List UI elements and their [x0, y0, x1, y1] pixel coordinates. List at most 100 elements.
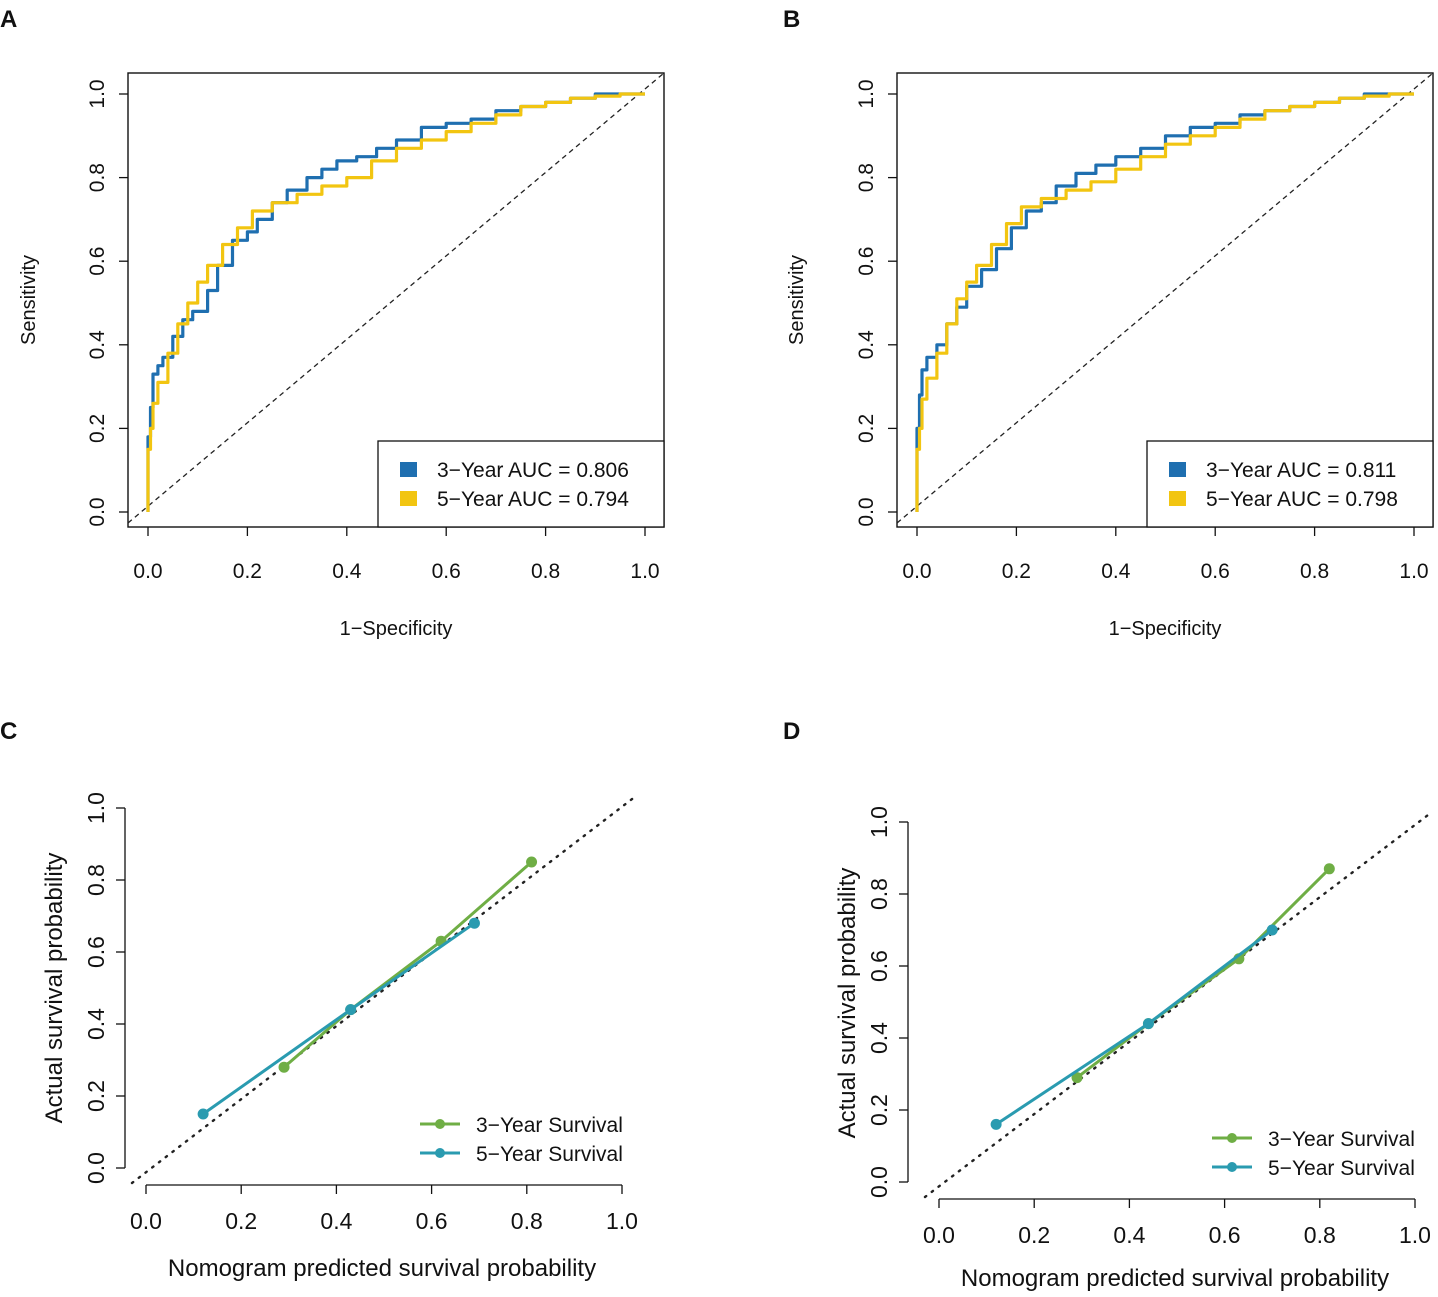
legend-label: 3−Year AUC = 0.806: [437, 459, 629, 482]
y-tick-label: 0.2: [866, 1094, 892, 1126]
legend-box: [1146, 440, 1434, 528]
panel-label: A: [0, 6, 17, 33]
panel-label: B: [783, 6, 800, 33]
x-tick-label: 0.8: [1300, 560, 1329, 583]
x-axis-title: 1−Specificity: [1109, 618, 1222, 640]
x-tick-label: 0.0: [902, 560, 931, 583]
y-tick-label: 0.4: [83, 1008, 109, 1040]
y-axis-title: Sensitivity: [18, 255, 40, 345]
x-axis-title: Nomogram predicted survival probability: [961, 1265, 1389, 1292]
y-tick-label: 0.6: [866, 950, 892, 982]
legend-label: 3−Year Survival: [1268, 1128, 1415, 1151]
calibration-point-3-year: [1071, 1072, 1083, 1084]
legend-label: 3−Year AUC = 0.811: [1206, 459, 1396, 482]
calibration-point-5-year: [197, 1108, 209, 1120]
y-tick-label: 0.0: [855, 497, 878, 526]
y-axis-title: Sensitivity: [786, 255, 808, 345]
y-tick-label: 0.8: [86, 163, 109, 192]
panel-label: C: [0, 718, 17, 745]
panel-label: D: [783, 718, 800, 745]
legend-marker: [1227, 1162, 1237, 1172]
calibration-line-5-year: [202, 921, 476, 1116]
calibration-point-5-year: [1142, 1018, 1154, 1030]
x-axis-title: Nomogram predicted survival probability: [168, 1255, 596, 1282]
panel-c-calibration-chart: C 0.0 0.0 0.2 0.2 0.4 0.4 0.6 0.6 0.8 0.8 1.0 1.0 Nom…: [0, 718, 638, 1282]
y-tick-label: 1.0: [855, 79, 878, 108]
x-tick-label: 0.8: [1304, 1222, 1336, 1248]
y-tick-label: 0.0: [83, 1152, 109, 1184]
x-tick-label: 0.6: [432, 560, 461, 583]
x-tick-label: 1.0: [606, 1208, 638, 1234]
y-tick-label: 0.4: [855, 330, 878, 360]
y-tick-label: 0.8: [83, 864, 109, 896]
reference-diagonal-line: [130, 794, 638, 1185]
roc-curve-5-year: [146, 92, 645, 512]
y-tick-label: 0.4: [86, 330, 109, 360]
y-tick-label: 0.2: [83, 1080, 109, 1112]
y-tick-label: 1.0: [866, 806, 892, 838]
calibration-point-3-year: [526, 856, 538, 868]
x-tick-label: 0.2: [1018, 1222, 1050, 1248]
x-tick-label: 1.0: [630, 560, 659, 583]
panel-b-roc-chart: B 0.0 0.2 0.4 0.6 0.8 1.0 0.0 0.2 0.4 0.6 0.8 1.0 1−S…: [783, 6, 1434, 640]
y-tick-label: 0.6: [855, 247, 878, 276]
x-tick-label: 0.0: [130, 1208, 162, 1234]
legend-label: 3−Year Survival: [476, 1114, 623, 1137]
y-tick-label: 0.8: [866, 878, 892, 910]
x-tick-label: 0.6: [416, 1208, 448, 1234]
legend-marker: [435, 1119, 445, 1129]
y-tick-label: 0.0: [86, 497, 109, 526]
calibration-point-5-year: [345, 1004, 357, 1016]
legend-swatch: [400, 491, 417, 506]
y-tick-label: 0.2: [86, 414, 109, 443]
x-tick-label: 1.0: [1399, 1222, 1431, 1248]
calibration-point-5-year: [990, 1118, 1002, 1130]
legend-label: 5−Year AUC = 0.798: [1206, 488, 1398, 511]
y-tick-label: 0.2: [855, 414, 878, 443]
legend-box: [377, 440, 665, 528]
calibration-point-3-year: [278, 1061, 290, 1073]
x-tick-label: 0.0: [133, 560, 162, 583]
x-tick-label: 0.6: [1209, 1222, 1241, 1248]
x-tick-label: 0.4: [332, 560, 362, 583]
calibration-line-5-year: [995, 928, 1274, 1126]
legend-swatch: [400, 462, 417, 477]
y-tick-label: 0.8: [855, 163, 878, 192]
x-tick-label: 0.0: [923, 1222, 955, 1248]
x-tick-label: 0.2: [225, 1208, 257, 1234]
panel-a-roc-chart: A 0.0 0.2 0.4 0.6 0.8 1.0 0.0 0.2 0.4 0.6 0.8 1.0 1−S…: [0, 6, 665, 640]
legend-label: 5−Year Survival: [476, 1143, 623, 1166]
x-tick-label: 1.0: [1399, 560, 1428, 583]
calibration-point-5-year: [1266, 924, 1278, 936]
calibration-line-3-year: [283, 860, 533, 1069]
x-tick-label: 0.8: [511, 1208, 543, 1234]
x-tick-label: 0.4: [1113, 1222, 1145, 1248]
y-tick-label: 0.4: [866, 1022, 892, 1054]
y-tick-label: 1.0: [83, 792, 109, 824]
calibration-point-5-year: [468, 917, 480, 929]
x-tick-label: 0.2: [1002, 560, 1031, 583]
y-axis-title: Actual survival probability: [41, 853, 68, 1124]
roc-curve-5-year: [915, 92, 1414, 512]
x-tick-label: 0.8: [531, 560, 560, 583]
legend-swatch: [1169, 462, 1186, 477]
calibration-point-3-year: [1323, 863, 1335, 875]
legend-marker: [435, 1148, 445, 1158]
x-tick-label: 0.6: [1201, 560, 1230, 583]
y-tick-label: 0.6: [83, 936, 109, 968]
x-tick-label: 0.2: [233, 560, 262, 583]
y-tick-label: 0.0: [866, 1166, 892, 1198]
legend-label: 5−Year Survival: [1268, 1157, 1415, 1180]
legend-marker: [1227, 1133, 1237, 1143]
y-tick-label: 1.0: [86, 79, 109, 108]
legend-label: 5−Year AUC = 0.794: [437, 488, 629, 511]
x-tick-label: 0.4: [1101, 560, 1131, 583]
panel-d-calibration-chart: D 0.0 0.0 0.2 0.2 0.4 0.4 0.6 0.6 0.8 0.8 1.0 1.0 Nom…: [783, 718, 1434, 1292]
x-axis-title: 1−Specificity: [340, 618, 453, 640]
legend-swatch: [1169, 491, 1186, 506]
x-tick-label: 0.4: [320, 1208, 352, 1234]
y-axis-title: Actual survival probability: [834, 868, 861, 1139]
roc-curve-3-year: [146, 92, 645, 512]
y-tick-label: 0.6: [86, 247, 109, 276]
